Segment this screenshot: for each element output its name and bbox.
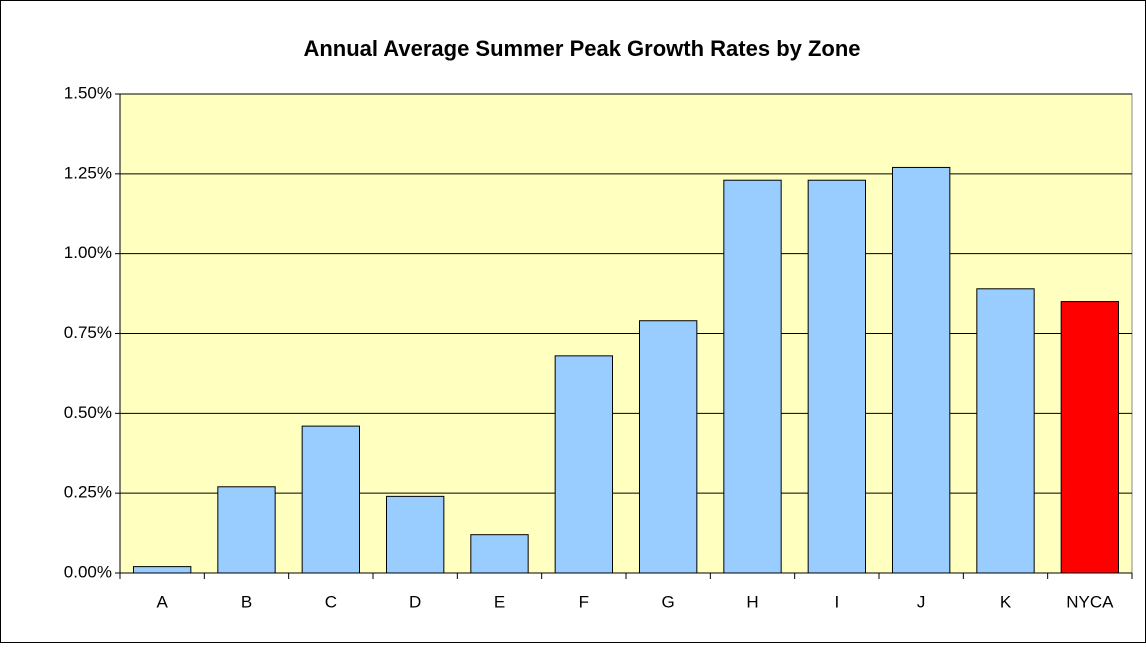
x-tick-label: G bbox=[662, 592, 675, 611]
x-tick-label: F bbox=[579, 592, 589, 611]
bar bbox=[723, 179, 782, 574]
y-tick-label: 1.50% bbox=[64, 83, 112, 102]
bar bbox=[807, 179, 867, 574]
y-tick-label: 0.00% bbox=[64, 562, 112, 581]
y-tick-label: 0.50% bbox=[64, 403, 112, 422]
x-tick-label: K bbox=[1000, 592, 1012, 611]
x-tick-label: I bbox=[834, 592, 839, 611]
x-tick-label: E bbox=[494, 592, 505, 611]
bar bbox=[301, 425, 361, 574]
y-tick-label: 1.00% bbox=[64, 243, 112, 262]
bar bbox=[1060, 301, 1120, 574]
bar bbox=[976, 288, 1035, 574]
chart-title: Annual Average Summer Peak Growth Rates … bbox=[303, 36, 860, 61]
bar bbox=[891, 166, 951, 574]
y-tick-label: 0.75% bbox=[64, 323, 112, 342]
x-tick-label: NYCA bbox=[1066, 592, 1114, 611]
x-tick-label: C bbox=[325, 592, 337, 611]
bar bbox=[554, 355, 614, 574]
bar bbox=[385, 495, 445, 574]
y-tick-label: 0.25% bbox=[64, 483, 112, 502]
bar bbox=[638, 320, 698, 574]
y-tick-label: 1.25% bbox=[64, 163, 112, 182]
x-tick-label: B bbox=[241, 592, 252, 611]
bar bbox=[470, 534, 529, 574]
bar bbox=[217, 486, 276, 574]
x-tick-label: D bbox=[409, 592, 421, 611]
bar bbox=[132, 566, 192, 574]
x-tick-label: A bbox=[156, 592, 168, 611]
x-tick-label: J bbox=[917, 592, 926, 611]
x-tick-label: H bbox=[746, 592, 758, 611]
